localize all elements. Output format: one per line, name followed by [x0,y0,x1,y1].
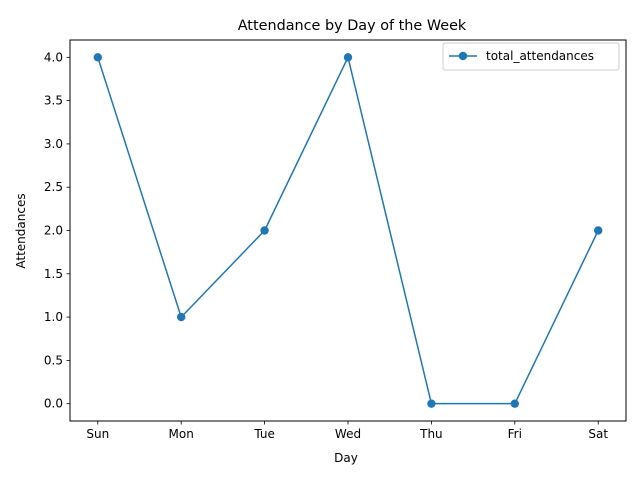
x-tick-label: Sun [86,427,109,441]
data-point [427,399,436,408]
data-point [177,312,186,322]
y-tick-label: 2.0 [44,224,63,238]
data-point [594,226,603,235]
x-tick-label: Fri [508,427,522,441]
series-layer [93,53,603,408]
data-point [260,226,269,235]
legend-marker-swatch [458,51,468,61]
x-axis-label: Day [334,451,358,465]
y-tick-label: 1.0 [44,310,63,324]
y-axis: 0.0 0.5 1.0 1.5 2.0 2.5 3.0 3.5 4.0 [44,50,70,411]
y-tick-label: 0.0 [44,397,63,411]
y-tick-label: 3.0 [44,137,63,151]
data-point [93,53,103,62]
chart-title: Attendance by Day of the Week [238,18,467,34]
y-tick-label: 0.5 [44,353,63,367]
y-tick-label: 4.0 [44,50,63,64]
y-tick-label: 3.5 [44,94,63,108]
y-tick-label: 2.5 [44,180,63,194]
x-tick-label: Wed [335,427,361,441]
data-point [343,53,353,62]
x-tick-label: Mon [169,427,194,441]
y-tick-label: 1.5 [44,267,63,281]
x-tick-label: Sat [588,427,608,441]
x-axis: Sun Mon Tue Wed Thu Fri Sat [86,421,608,441]
data-point [510,399,519,408]
y-axis-label: Attendances [14,193,28,268]
legend-label: total_attendances [486,49,594,63]
x-tick-label: Thu [419,427,443,441]
x-tick-label: Tue [253,427,275,441]
series-line [97,56,599,405]
legend: total_attendances [442,42,620,71]
legend-box [442,42,620,71]
